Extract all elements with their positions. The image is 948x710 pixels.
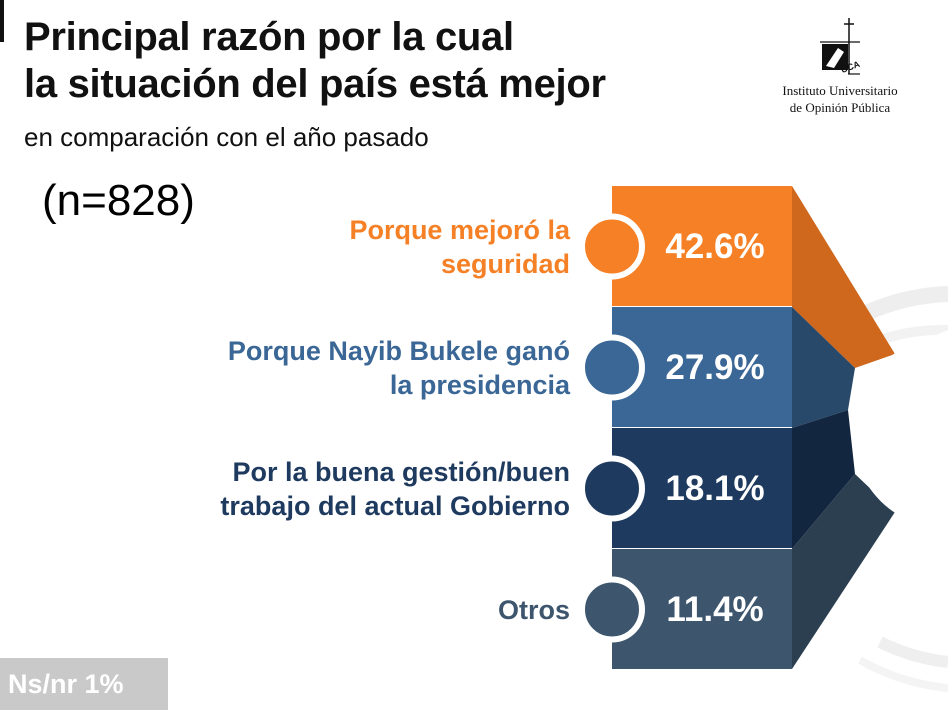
page-subtitle: en comparación con el año pasado: [24, 122, 429, 152]
logo-line-2: de Opinión Pública: [789, 100, 891, 115]
title-line-2: la situación del país está mejor: [24, 62, 606, 106]
bullet-circle-4: [579, 576, 645, 643]
value-label-2: 27.9%: [665, 347, 765, 387]
right-notch: [852, 330, 948, 540]
value-label-3: 18.1%: [665, 468, 765, 508]
category-label-2-line-2: la presidencia: [389, 369, 570, 400]
corner-mark: [0, 0, 4, 42]
bullet-circle-2: [579, 334, 645, 401]
bars-group: [579, 186, 948, 669]
category-label-3-line-1: Por la buena gestión/buen: [232, 456, 570, 487]
uca-logo-icon: UCA: [820, 18, 860, 75]
title-line-1: Principal razón por la cual: [24, 15, 514, 59]
category-label-2-line-1: Porque Nayib Bukele ganó: [227, 335, 570, 366]
bar-side-1: [792, 186, 895, 368]
category-label-1-line-2: seguridad: [440, 248, 570, 279]
category-label-3: Por la buena gestión/buen trabajo del act…: [10, 455, 570, 523]
logo-text: Instituto Universitario de Opinión Públi…: [770, 82, 910, 116]
category-label-1: Porque mejoró la seguridad: [10, 213, 570, 281]
bar-side-3: [792, 410, 855, 549]
value-label-1: 42.6%: [665, 226, 765, 266]
bar-side-4: [792, 474, 895, 669]
category-label-1-line-1: Porque mejoró la: [349, 214, 570, 245]
bar-side-2: [792, 307, 855, 428]
bullet-circle-3: [579, 455, 645, 522]
page-title: Principal razón por la cual la situación…: [24, 14, 606, 108]
bullet-circle-1: [579, 213, 645, 280]
logo-line-1: Instituto Universitario: [782, 83, 898, 98]
category-label-3-line-2: trabajo del actual Gobierno: [220, 490, 570, 521]
logo: UCA Instituto Universitario de Opinión P…: [770, 18, 910, 118]
category-label-4: Otros: [10, 593, 570, 627]
value-label-4: 11.4%: [666, 589, 764, 629]
nsnr-label: Ns/nr 1%: [8, 669, 124, 699]
category-label-2: Porque Nayib Bukele ganó la presidencia: [10, 334, 570, 402]
sample-size: (n=828): [42, 176, 195, 225]
nsnr-badge: Ns/nr 1%: [0, 658, 168, 710]
category-label-4-line-1: Otros: [497, 594, 570, 625]
